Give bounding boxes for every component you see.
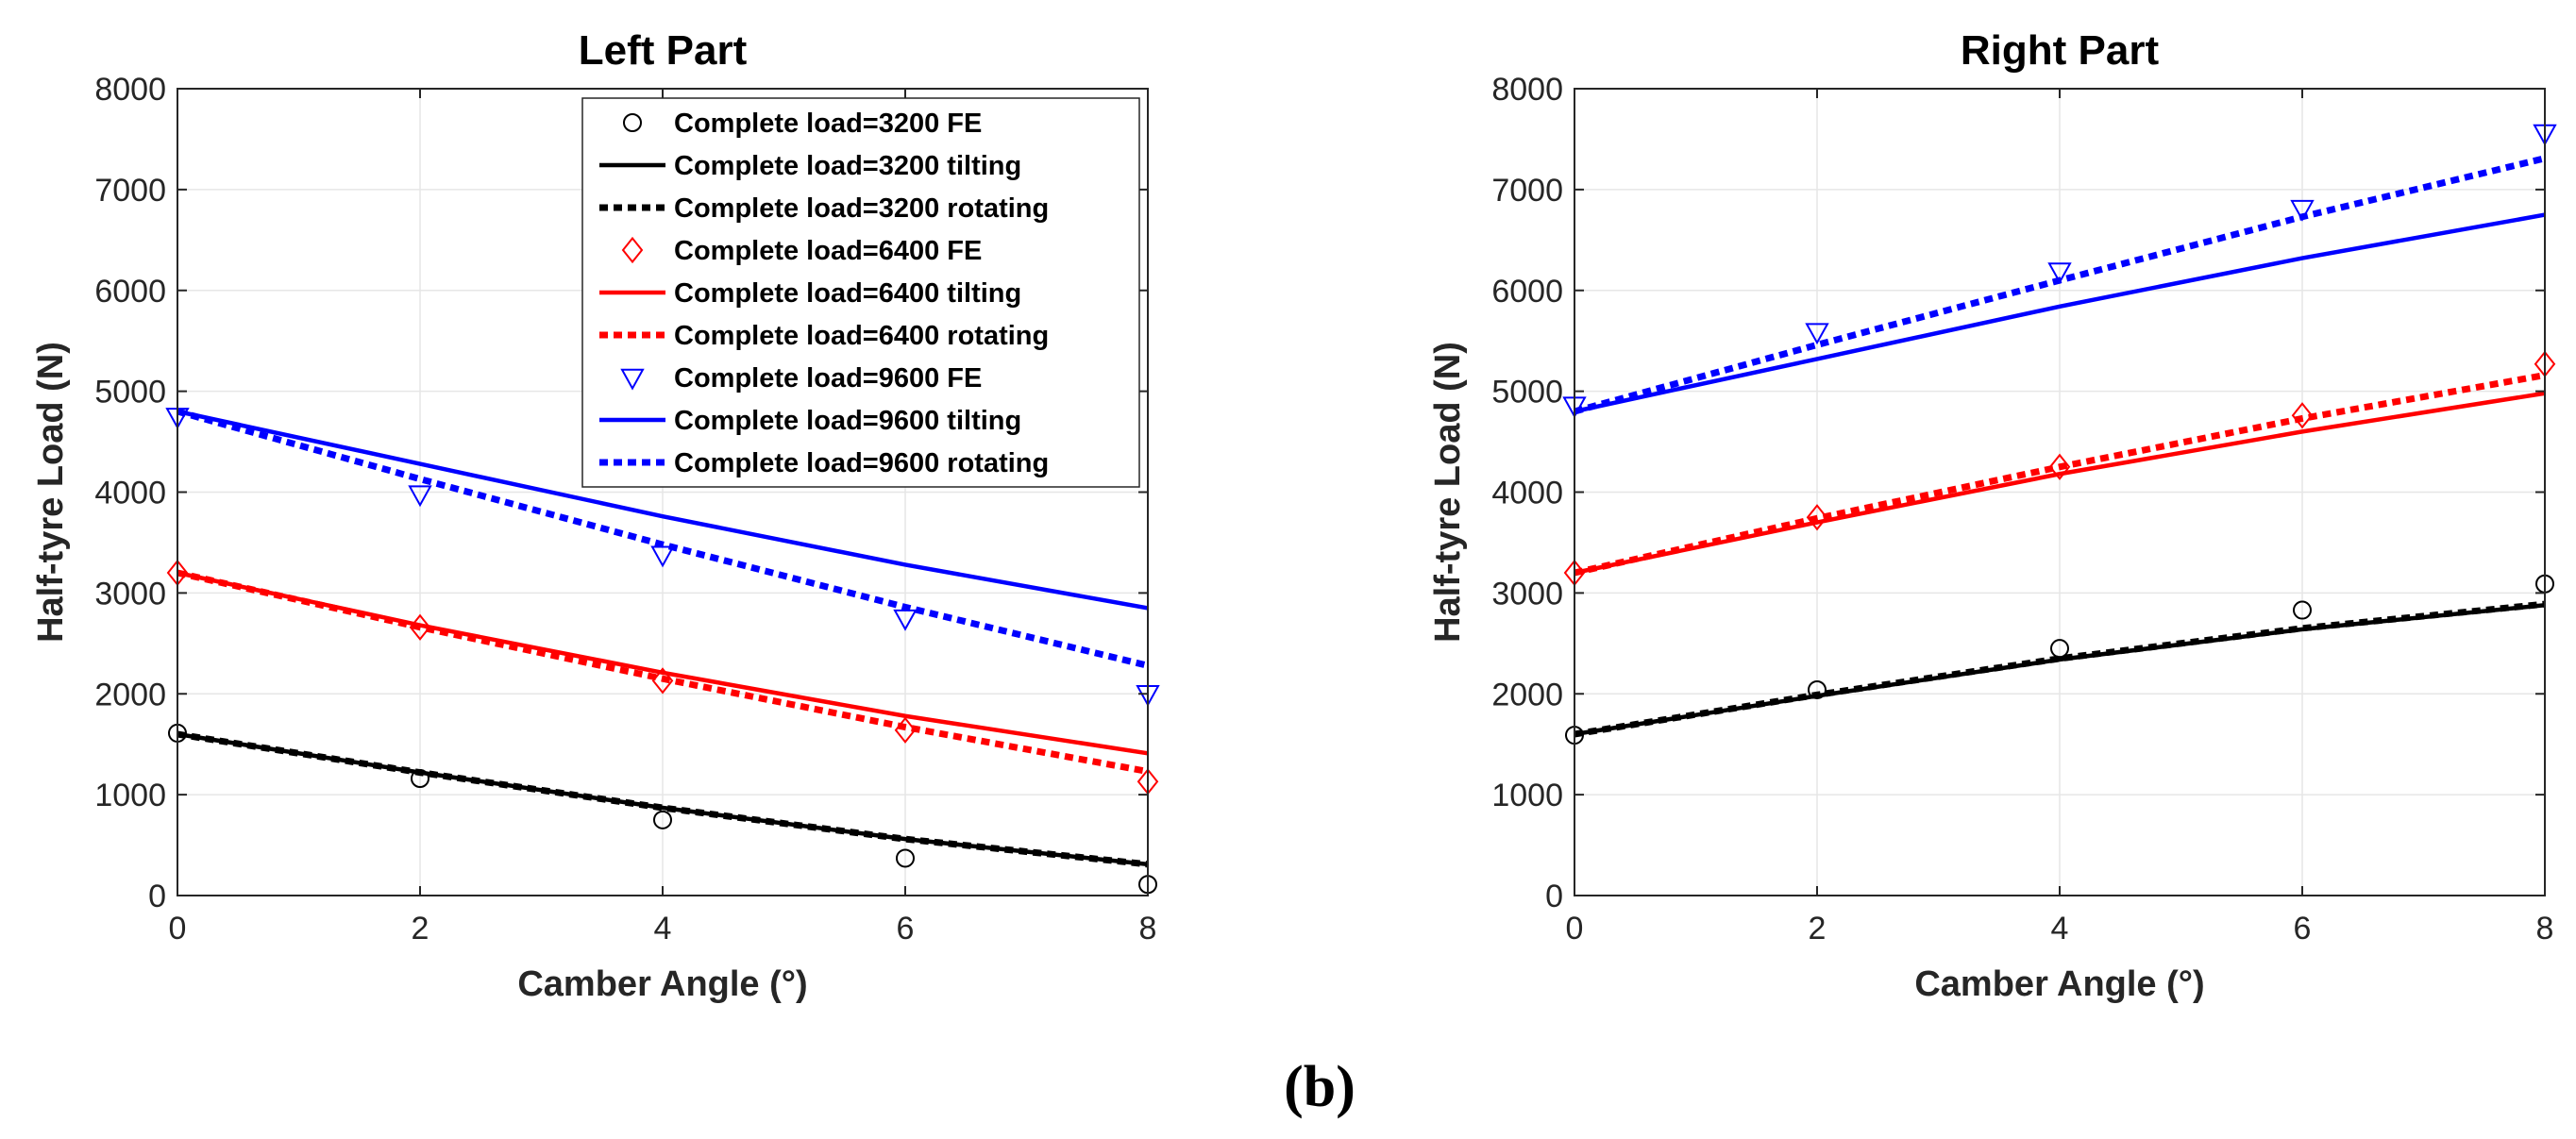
y-tick-label: 0 <box>1545 879 1563 914</box>
y-tick-label: 7000 <box>94 173 166 209</box>
x-tick-label: 8 <box>1139 911 1157 946</box>
y-tick-label: 1000 <box>1491 778 1563 813</box>
legend-label-6: Complete load=9600 FE <box>674 363 982 394</box>
series-line-7 <box>1574 212 2546 414</box>
x-tick-label: 4 <box>654 911 672 946</box>
legend-label-5: Complete load=6400 rotating <box>674 321 1049 351</box>
y-tick-label: 4000 <box>1491 476 1563 511</box>
y-tick-label: 6000 <box>1491 274 1563 310</box>
chart-title: Left Part <box>579 27 748 74</box>
series-line-2 <box>1574 600 2546 738</box>
data-point-0-1 <box>411 769 429 789</box>
y-tick-label: 8000 <box>1491 72 1563 108</box>
legend-label-0: Complete load=3200 FE <box>674 109 982 139</box>
x-tick-label: 4 <box>2051 911 2069 946</box>
y-tick-label: 2000 <box>1491 677 1563 712</box>
series-line-2 <box>177 730 1149 868</box>
chart-title: Right Part <box>1961 27 2160 74</box>
y-tick-label: 4000 <box>94 476 166 511</box>
legend-swatch-6 <box>620 368 645 391</box>
legend-label-1: Complete load=3200 tilting <box>674 151 1021 181</box>
legend-label-4: Complete load=6400 tilting <box>674 278 1021 309</box>
y-axis-label: Half-tyre Load (N) <box>31 342 71 643</box>
data-point-0-2 <box>2050 639 2069 659</box>
x-axis-label: Camber Angle (°) <box>1914 964 2204 1004</box>
legend-label-3: Complete load=6400 FE <box>674 236 982 266</box>
series-line-8 <box>177 408 1149 669</box>
data-point-6-3 <box>893 609 918 631</box>
data-point-3-3 <box>894 716 917 744</box>
legend: Complete load=3200 FE Complete load=3200 … <box>581 97 1140 488</box>
y-tick-label: 7000 <box>1491 173 1563 209</box>
legend-label-8: Complete load=9600 rotating <box>674 448 1049 478</box>
y-tick-label: 5000 <box>94 375 166 410</box>
legend-label-7: Complete load=9600 tilting <box>674 406 1021 436</box>
data-point-3-2 <box>651 667 674 695</box>
x-tick-label: 0 <box>1566 911 1584 946</box>
y-tick-label: 3000 <box>94 576 166 611</box>
y-tick-label: 8000 <box>94 72 166 108</box>
x-tick-label: 2 <box>1809 911 1827 946</box>
y-tick-label: 0 <box>148 879 166 914</box>
data-point-3-2 <box>2048 453 2071 480</box>
legend-swatch-0 <box>623 113 642 132</box>
figure-caption: (b) <box>1284 1055 1355 1119</box>
data-point-0-1 <box>1808 679 1827 699</box>
x-tick-label: 2 <box>412 911 429 946</box>
data-point-6-3 <box>2290 199 2315 222</box>
data-point-0-3 <box>2293 600 2312 620</box>
legend-label-2: Complete load=3200 rotating <box>674 193 1049 224</box>
y-axis-label: Half-tyre Load (N) <box>1428 342 1468 643</box>
y-tick-label: 3000 <box>1491 576 1563 611</box>
data-point-0-2 <box>653 810 672 829</box>
x-axis-label: Camber Angle (°) <box>517 964 807 1004</box>
data-point-6-1 <box>1805 323 1829 345</box>
series-group <box>1562 124 2557 745</box>
legend-swatch-3 <box>621 236 644 264</box>
y-tick-label: 2000 <box>94 677 166 712</box>
x-tick-label: 6 <box>2294 911 2312 946</box>
x-tick-label: 8 <box>2536 911 2554 946</box>
y-tick-label: 5000 <box>1491 375 1563 410</box>
y-tick-label: 1000 <box>94 778 166 813</box>
series-line-5 <box>177 569 1149 775</box>
series-line-4 <box>177 570 1149 756</box>
right-part-chart: 0 2 4 6 8 0 1000 2000 3000 4000 5000 6000 7000 8000 Ri… <box>1428 27 2557 1004</box>
series-line-7 <box>177 409 1149 611</box>
data-point-6-1 <box>408 485 432 508</box>
x-tick-label: 6 <box>897 911 915 946</box>
legend-box <box>581 97 1140 488</box>
series-line-5 <box>1574 372 2546 577</box>
data-point-0-3 <box>896 848 915 868</box>
data-point-6-2 <box>650 545 675 568</box>
series-line-4 <box>1574 391 2546 576</box>
data-point-3-1 <box>1806 504 1828 531</box>
data-point-3-3 <box>2291 402 2314 429</box>
data-point-3-1 <box>409 613 431 641</box>
data-point-6-2 <box>2047 262 2072 285</box>
y-tick-label: 6000 <box>94 274 166 310</box>
x-tick-label: 0 <box>169 911 187 946</box>
left-part-chart: 0 2 4 6 8 0 1000 2000 3000 4000 5000 6000 7000 8000 Le… <box>31 27 1160 1004</box>
